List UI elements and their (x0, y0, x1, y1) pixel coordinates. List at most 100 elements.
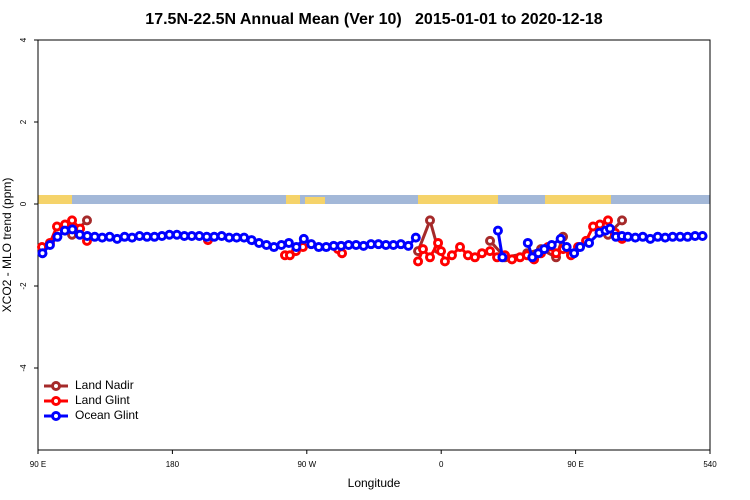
point (630, 232, 641, 243)
point (283, 237, 294, 248)
x-tick-label: 90 E (567, 460, 583, 469)
y-axis-label: XCO2 - MLO trend (ppm) (0, 178, 14, 313)
point (291, 242, 302, 253)
point (366, 239, 377, 250)
point (551, 248, 562, 259)
point (37, 248, 48, 259)
y-tick-label: 0 (19, 201, 28, 206)
point (82, 230, 93, 241)
point (156, 230, 167, 241)
point (224, 232, 235, 243)
point (44, 240, 55, 250)
point (89, 231, 100, 242)
x-tick-label: 0 (439, 460, 444, 469)
point (469, 252, 480, 263)
point (336, 240, 347, 251)
point (239, 232, 250, 243)
point (433, 237, 444, 248)
point (380, 240, 391, 250)
point (59, 225, 70, 236)
point (417, 244, 428, 255)
legend-label: Land Glint (75, 393, 130, 407)
point (373, 239, 384, 250)
x-tick-label: 540 (703, 460, 717, 469)
point (52, 231, 63, 242)
point (492, 225, 503, 236)
chart-title: 17.5N-22.5N Annual Mean (Ver 10) 2015-01… (145, 11, 603, 28)
point (575, 242, 586, 253)
point (403, 240, 414, 251)
point (546, 240, 557, 250)
point (134, 230, 145, 241)
point (425, 252, 435, 263)
point (410, 232, 421, 243)
point (67, 224, 78, 235)
point (395, 239, 406, 250)
point (506, 254, 517, 265)
point (337, 248, 348, 259)
point (682, 231, 693, 242)
point (343, 240, 354, 250)
legend-label: Ocean Glint (75, 408, 139, 422)
y-tick-label: 2 (19, 119, 28, 124)
point (74, 229, 85, 240)
point (485, 246, 496, 257)
point (51, 221, 62, 232)
point (112, 233, 123, 244)
y-tick-label: 4 (19, 37, 28, 42)
legend-marker (51, 411, 61, 421)
point (436, 246, 447, 257)
point (652, 231, 663, 242)
point (675, 231, 686, 242)
point (637, 231, 648, 242)
point (216, 230, 227, 241)
map-strip (38, 195, 710, 204)
point (425, 215, 435, 226)
legend-marker (51, 381, 61, 391)
point (246, 235, 257, 246)
point (209, 231, 220, 242)
point (306, 239, 317, 250)
point (268, 242, 279, 253)
point (539, 244, 550, 255)
x-axis-label: Longitude (348, 476, 401, 490)
point (186, 230, 197, 241)
point (697, 230, 708, 241)
x-tick-label: 90 W (297, 460, 316, 469)
point (522, 237, 533, 248)
x-tick-label: 90 E (30, 460, 46, 469)
point (351, 240, 362, 250)
point (127, 232, 138, 243)
point (179, 230, 190, 241)
y-tick-label: -2 (19, 282, 28, 290)
point (358, 240, 369, 251)
point (645, 233, 656, 244)
point (201, 231, 212, 242)
point (164, 229, 175, 240)
point (321, 242, 332, 253)
point (455, 242, 466, 253)
point (555, 233, 566, 244)
point (254, 237, 265, 248)
point (104, 231, 115, 242)
point (690, 230, 701, 241)
point (569, 248, 580, 259)
point (604, 223, 615, 234)
point (622, 231, 633, 242)
y-tick-label: -4 (19, 364, 28, 372)
point (388, 240, 399, 250)
point (261, 240, 272, 250)
point (476, 248, 487, 259)
point (584, 237, 595, 248)
point (660, 232, 671, 243)
point (439, 256, 450, 267)
point (231, 232, 242, 243)
point (561, 242, 572, 253)
point (485, 235, 496, 246)
point (97, 232, 108, 243)
point (142, 231, 153, 242)
point (497, 252, 508, 263)
point (298, 233, 309, 244)
